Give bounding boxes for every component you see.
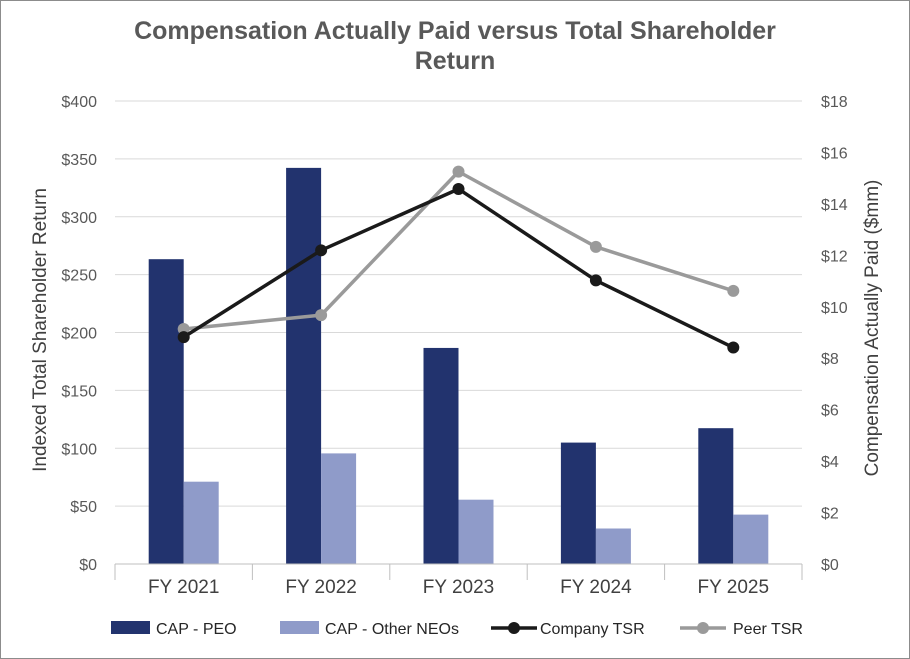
y-tick-label: $200 xyxy=(61,326,97,343)
y-axis-title: Indexed Total Shareholder Return xyxy=(30,188,51,472)
bar-cap-other-neos xyxy=(183,481,219,564)
y2-tick-label: $6 xyxy=(821,403,839,420)
bar-cap-other-neos xyxy=(733,514,769,564)
point-company-tsr xyxy=(589,274,602,287)
y2-tick-label: $8 xyxy=(821,351,839,368)
right-axis-ticks: $0 $2 $4 $6 $8 $10 $12 $14 $16 $18 xyxy=(821,94,848,574)
y-tick-label: $50 xyxy=(70,499,97,516)
y-tick-label: $100 xyxy=(61,441,97,458)
line-company-tsr xyxy=(182,187,735,350)
y2-tick-label: $16 xyxy=(821,145,848,162)
y2-axis-title: Compensation Actually Paid ($mm) xyxy=(862,180,883,477)
legend-marker-company-tsr xyxy=(508,622,520,634)
point-peer-tsr xyxy=(727,284,740,297)
y-tick-label: $400 xyxy=(61,94,97,111)
bar-cap-peo xyxy=(560,442,596,564)
bar-cap-other-neos xyxy=(595,528,631,564)
point-company-tsr xyxy=(452,182,465,195)
category-label: FY 2025 xyxy=(698,577,769,598)
y-tick-label: $350 xyxy=(61,152,97,169)
y2-tick-label: $12 xyxy=(821,248,848,265)
y-tick-label: $250 xyxy=(61,268,97,285)
bar-cap-peo xyxy=(423,347,459,564)
legend-marker-peer-tsr xyxy=(697,622,709,634)
bar-cap-peo xyxy=(286,167,322,564)
legend-label-cap-other-neos: CAP - Other NEOs xyxy=(325,621,459,638)
legend-swatch-cap-other-neos xyxy=(280,621,319,634)
y-tick-label: $150 xyxy=(61,383,97,400)
point-company-tsr xyxy=(727,341,740,354)
bar-cap-other-neos xyxy=(321,453,357,564)
left-axis-ticks: $0 $50 $100 $150 $200 $250 $300 $350 $400 xyxy=(61,94,97,574)
y2-tick-label: $0 xyxy=(821,557,839,574)
category-label: FY 2023 xyxy=(423,577,494,598)
y2-tick-label: $2 xyxy=(821,506,839,523)
point-company-tsr xyxy=(315,244,328,257)
point-peer-tsr xyxy=(589,240,602,253)
bar-cap-other-neos xyxy=(458,499,494,564)
y-tick-label: $0 xyxy=(79,557,97,574)
y2-tick-label: $14 xyxy=(821,197,848,214)
y2-tick-label: $18 xyxy=(821,94,848,111)
category-tick-marks xyxy=(114,564,803,580)
point-peer-tsr xyxy=(315,309,328,322)
category-label: FY 2021 xyxy=(148,577,219,598)
bar-cap-peo xyxy=(148,259,184,564)
legend: CAP - PEO CAP - Other NEOs Company TSR Peer… xyxy=(111,621,803,638)
legend-label-cap-peo: CAP - PEO xyxy=(156,621,237,638)
category-label: FY 2022 xyxy=(285,577,356,598)
bar-cap-peo xyxy=(698,428,734,564)
y2-tick-label: $10 xyxy=(821,300,848,317)
y2-tick-label: $4 xyxy=(821,454,839,471)
legend-label-peer-tsr: Peer TSR xyxy=(733,621,803,638)
legend-swatch-cap-peo xyxy=(111,621,150,634)
lines xyxy=(177,165,740,354)
category-label: FY 2024 xyxy=(560,577,632,598)
legend-label-company-tsr: Company TSR xyxy=(540,621,645,638)
point-company-tsr xyxy=(177,331,190,344)
bars xyxy=(148,167,769,564)
chart-title: Compensation Actually Paid versus Total … xyxy=(134,17,776,75)
point-peer-tsr xyxy=(452,165,465,178)
category-labels: FY 2021 FY 2022 FY 2023 FY 2024 FY 2025 xyxy=(148,577,769,598)
y-tick-label: $300 xyxy=(61,210,97,227)
